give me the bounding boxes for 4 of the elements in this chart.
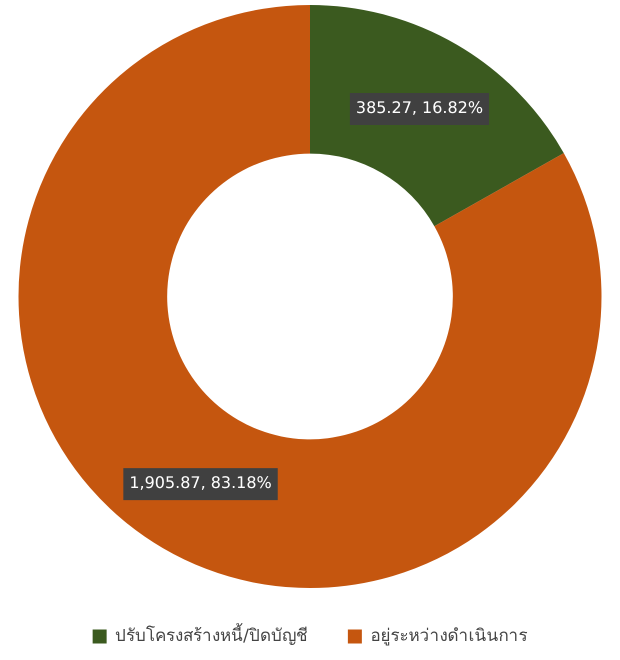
legend-label: อยู่ระหว่างดำเนินการ xyxy=(370,626,528,646)
data-label: 1,905.87, 83.18% xyxy=(129,473,272,492)
legend-label: ปรับโครงสร้างหนี้/ปิดบัญชี xyxy=(115,622,308,646)
data-label: 385.27, 16.82% xyxy=(356,98,484,118)
